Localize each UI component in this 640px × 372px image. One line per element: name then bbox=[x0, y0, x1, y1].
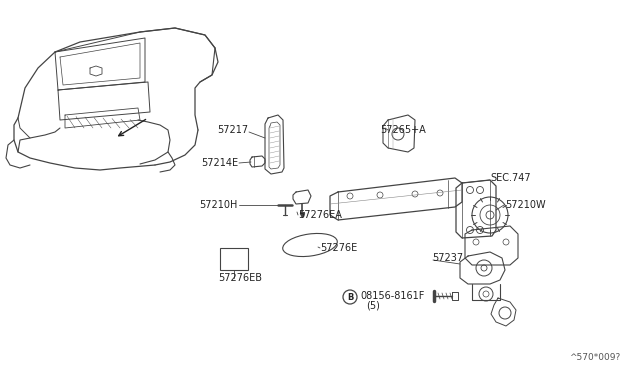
Text: 57210W: 57210W bbox=[505, 200, 546, 210]
Text: 57217: 57217 bbox=[217, 125, 248, 135]
Text: 57214E: 57214E bbox=[201, 158, 238, 168]
Text: 57265+A: 57265+A bbox=[380, 125, 426, 135]
Text: (5): (5) bbox=[366, 301, 380, 311]
Text: 57276EB: 57276EB bbox=[218, 273, 262, 283]
Bar bbox=[220, 248, 248, 270]
Text: 57210H: 57210H bbox=[200, 200, 238, 210]
Text: 57276E: 57276E bbox=[320, 243, 357, 253]
Text: 57276EA: 57276EA bbox=[298, 210, 342, 220]
Text: 57237: 57237 bbox=[432, 253, 463, 263]
Text: B: B bbox=[347, 292, 353, 301]
Text: ^570*009?: ^570*009? bbox=[569, 353, 620, 362]
Text: 08156-8161F: 08156-8161F bbox=[360, 291, 424, 301]
Text: SEC.747: SEC.747 bbox=[490, 173, 531, 183]
